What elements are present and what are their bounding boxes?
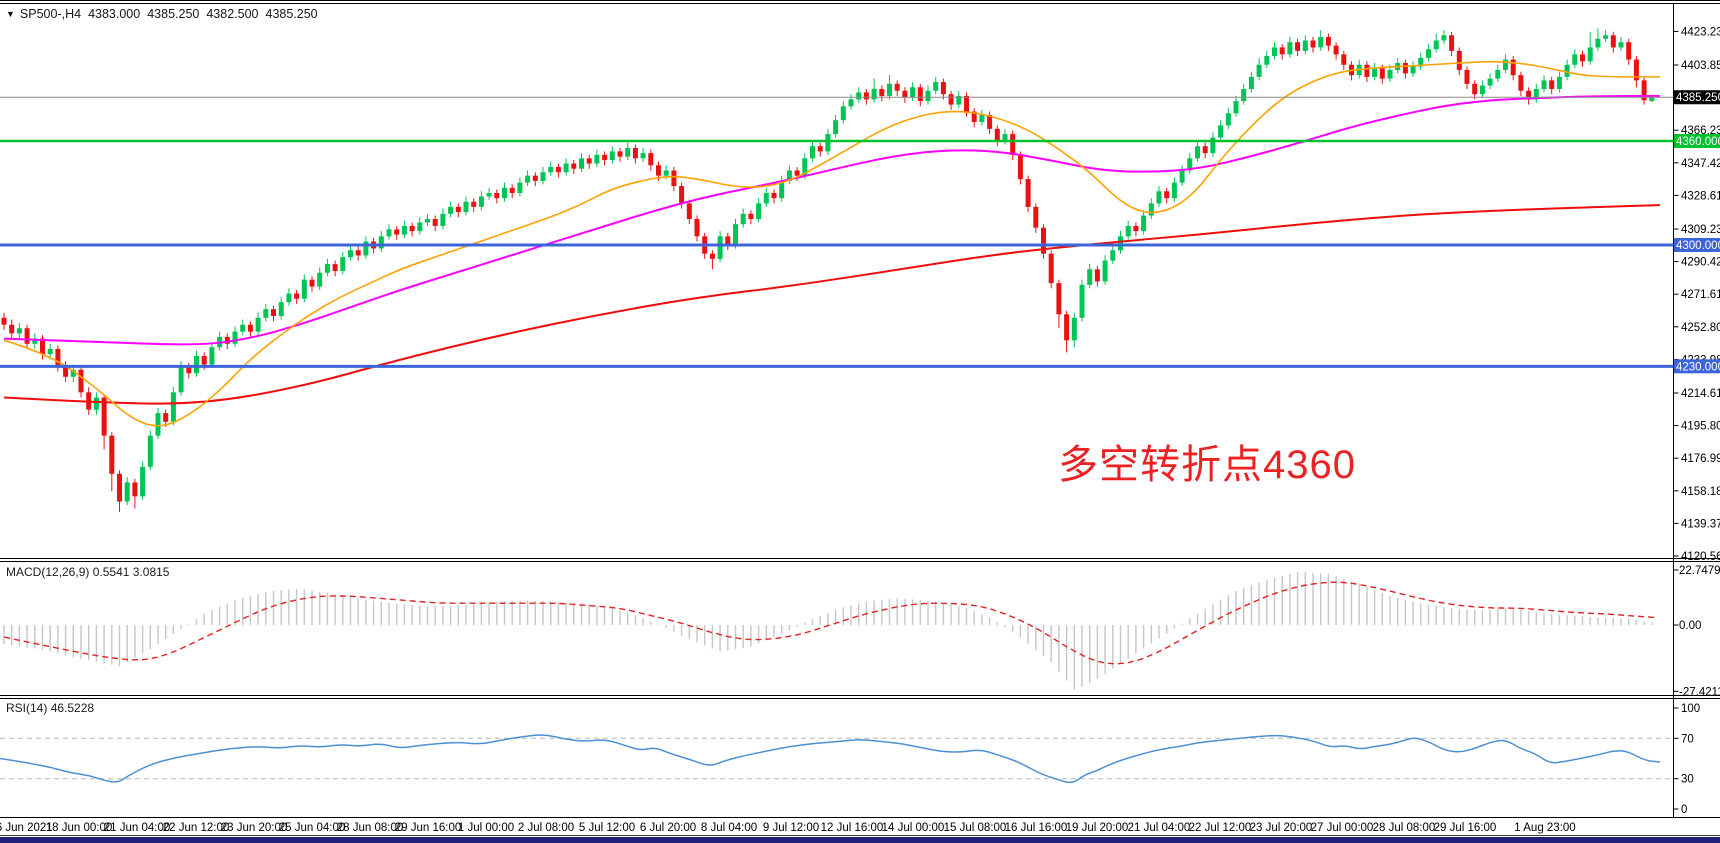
price-panel[interactable] xyxy=(1,28,1661,512)
svg-text:19 Jul 20:00: 19 Jul 20:00 xyxy=(1066,822,1129,834)
svg-text:28 Jul 08:00: 28 Jul 08:00 xyxy=(1373,822,1436,834)
svg-text:28 Jun 08:00: 28 Jun 08:00 xyxy=(337,822,404,834)
svg-text:12 Jul 16:00: 12 Jul 16:00 xyxy=(821,822,884,834)
svg-text:23 Jun 20:00: 23 Jun 20:00 xyxy=(221,822,288,834)
chart-title: ▼ SP500-,H4 4383.000 4385.250 4382.500 4385.2… xyxy=(6,7,325,21)
svg-text:27 Jul 00:00: 27 Jul 00:00 xyxy=(1311,822,1374,834)
ohlc-open: 4383.000 xyxy=(88,7,141,21)
svg-text:29 Jul 16:00: 29 Jul 16:00 xyxy=(1434,822,1497,834)
svg-text:22 Jul 12:00: 22 Jul 12:00 xyxy=(1189,822,1252,834)
svg-text:4158.180: 4158.180 xyxy=(1681,486,1720,498)
svg-text:4360.000: 4360.000 xyxy=(1676,136,1720,148)
annotation-text: 多空转折点4360 xyxy=(1058,443,1356,487)
svg-text:29 Jun 16:00: 29 Jun 16:00 xyxy=(395,822,462,834)
svg-text:-27.4211: -27.4211 xyxy=(1679,686,1720,698)
rsi-panel[interactable] xyxy=(0,734,1674,784)
svg-text:9 Jul 12:00: 9 Jul 12:00 xyxy=(763,822,819,834)
svg-text:21 Jul 04:00: 21 Jul 04:00 xyxy=(1128,822,1191,834)
svg-text:16 Jun 2021: 16 Jun 2021 xyxy=(0,822,53,834)
svg-text:4290.420: 4290.420 xyxy=(1681,257,1720,269)
svg-text:22 Jun 12:00: 22 Jun 12:00 xyxy=(163,822,230,834)
svg-text:18 Jun 00:00: 18 Jun 00:00 xyxy=(46,822,113,834)
svg-text:4385.250: 4385.250 xyxy=(1676,92,1720,104)
svg-text:4230.000: 4230.000 xyxy=(1676,361,1720,373)
macd-indicator-label: MACD(12,26,9) 0.5541 3.0815 xyxy=(6,565,170,579)
svg-text:14 Jul 00:00: 14 Jul 00:00 xyxy=(882,822,945,834)
svg-text:6 Jul 20:00: 6 Jul 20:00 xyxy=(640,822,696,834)
ohlc-close: 4385.250 xyxy=(265,7,318,21)
svg-text:4300.000: 4300.000 xyxy=(1676,240,1720,252)
svg-text:21 Jun 04:00: 21 Jun 04:00 xyxy=(104,822,171,834)
horizontal-level-lines[interactable] xyxy=(0,96,1674,368)
svg-text:1 Jul 00:00: 1 Jul 00:00 xyxy=(458,822,514,834)
svg-text:4403.850: 4403.850 xyxy=(1681,60,1720,72)
svg-text:5 Jul 12:00: 5 Jul 12:00 xyxy=(579,822,635,834)
price-axis[interactable]: 4423.2304403.8504366.2304347.4204328.610… xyxy=(1673,26,1720,816)
svg-text:23 Jul 20:00: 23 Jul 20:00 xyxy=(1250,822,1313,834)
svg-text:30: 30 xyxy=(1681,774,1694,786)
ohlc-low: 4382.500 xyxy=(206,7,259,21)
svg-text:4252.800: 4252.800 xyxy=(1681,322,1720,334)
svg-text:2 Jul 08:00: 2 Jul 08:00 xyxy=(518,822,574,834)
svg-text:4309.230: 4309.230 xyxy=(1681,224,1720,236)
svg-text:16 Jul 16:00: 16 Jul 16:00 xyxy=(1005,822,1068,834)
svg-text:25 Jun 04:00: 25 Jun 04:00 xyxy=(279,822,346,834)
svg-text:4271.610: 4271.610 xyxy=(1681,289,1720,301)
symbol-timeframe: SP500-,H4 xyxy=(19,7,82,21)
svg-text:1 Aug 23:00: 1 Aug 23:00 xyxy=(1514,822,1575,834)
svg-text:0.00: 0.00 xyxy=(1679,620,1701,632)
svg-text:4139.370: 4139.370 xyxy=(1681,518,1720,530)
rsi-indicator-label: RSI(14) 46.5228 xyxy=(6,701,95,715)
svg-text:4347.420: 4347.420 xyxy=(1681,158,1720,170)
ohlc-high: 4385.250 xyxy=(147,7,200,21)
symbol-dropdown-icon[interactable]: ▼ xyxy=(6,9,15,19)
svg-text:4214.610: 4214.610 xyxy=(1681,388,1720,400)
svg-text:0: 0 xyxy=(1681,804,1687,816)
svg-text:15 Jul 08:00: 15 Jul 08:00 xyxy=(944,822,1007,834)
svg-text:100: 100 xyxy=(1681,703,1700,715)
svg-text:22.7479: 22.7479 xyxy=(1679,565,1720,577)
svg-text:4423.230: 4423.230 xyxy=(1681,26,1720,38)
svg-text:4120.560: 4120.560 xyxy=(1681,551,1720,563)
svg-text:4176.990: 4176.990 xyxy=(1681,453,1720,465)
macd-panel[interactable] xyxy=(3,572,1659,690)
svg-text:8 Jul 04:00: 8 Jul 04:00 xyxy=(701,822,757,834)
svg-text:4195.800: 4195.800 xyxy=(1681,421,1720,433)
svg-text:70: 70 xyxy=(1681,733,1694,745)
svg-text:4328.610: 4328.610 xyxy=(1681,190,1720,202)
